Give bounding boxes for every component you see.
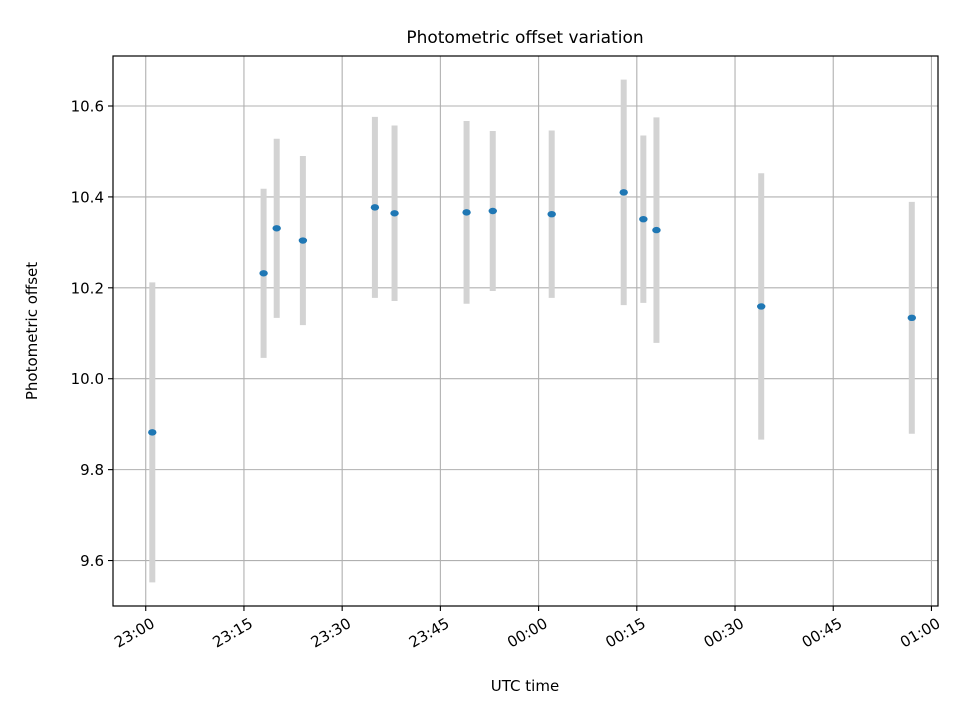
data-point	[148, 429, 157, 436]
y-tick-label: 10.6	[71, 98, 104, 116]
y-tick-label: 9.6	[80, 552, 104, 570]
y-tick-label: 10.4	[71, 188, 104, 206]
data-point	[907, 314, 917, 322]
x-axis-ticks: 23:00 23:15 23:30 23:45 00:00 00:15 00:30 00:45…	[111, 606, 943, 651]
data-point	[370, 204, 380, 211]
x-axis-label: UTC time	[491, 677, 559, 695]
data-point	[619, 189, 628, 196]
x-tick-label: 00:00	[504, 614, 550, 651]
data-point	[639, 215, 648, 223]
data-point	[547, 210, 556, 218]
data-point	[259, 270, 268, 277]
data-point	[488, 207, 497, 215]
plot-frame	[112, 55, 939, 607]
data-point	[390, 210, 399, 217]
data-point	[462, 209, 471, 216]
x-tick-label: 01:00	[897, 614, 943, 651]
y-tick-label: 9.8	[80, 461, 104, 479]
error-bars	[149, 79, 915, 583]
x-tick-label: 23:00	[111, 614, 157, 651]
chart-title: Photometric offset variation	[406, 28, 643, 48]
y-axis-label: Photometric offset	[23, 262, 41, 400]
y-tick-label: 10.2	[71, 279, 104, 297]
x-tick-label: 23:45	[406, 614, 452, 651]
data-point	[272, 225, 281, 232]
data-points	[148, 189, 917, 436]
x-tick-label: 00:30	[701, 614, 747, 651]
x-tick-label: 00:15	[602, 614, 648, 651]
y-tick-label: 10.0	[71, 370, 104, 388]
data-point	[298, 237, 308, 244]
y-axis-ticks: 9.6 9.8 10.0 10.2 10.4 10.6	[71, 98, 113, 570]
x-tick-label: 00:45	[799, 614, 845, 651]
data-point	[652, 226, 661, 234]
grid	[113, 56, 938, 606]
x-tick-label: 23:15	[210, 614, 256, 651]
x-tick-label: 23:30	[308, 614, 354, 651]
data-point	[757, 303, 766, 310]
